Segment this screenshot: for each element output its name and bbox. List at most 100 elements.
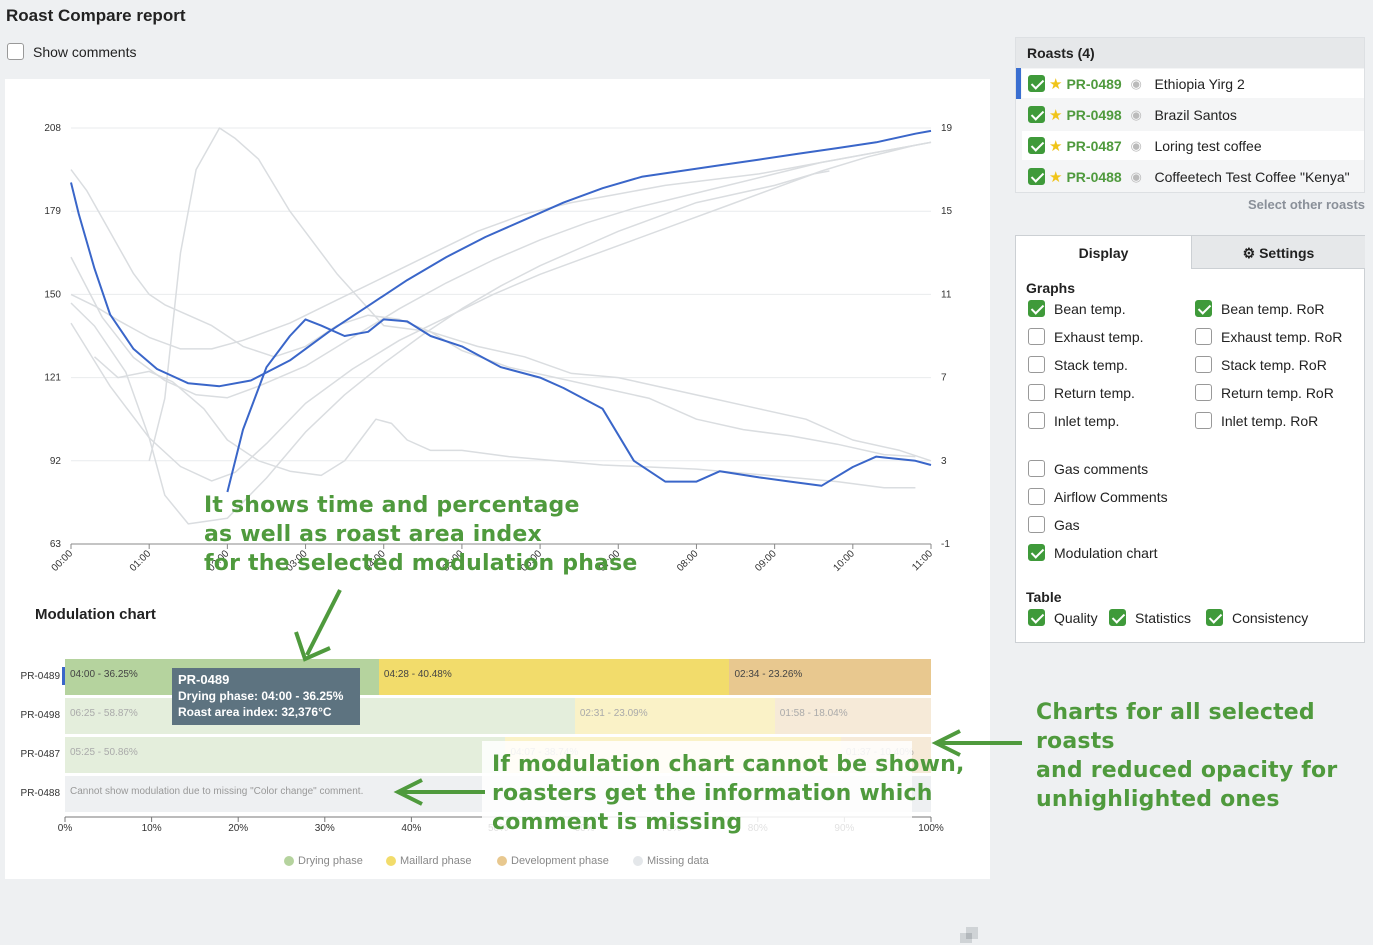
extra-option[interactable]: Gas comments bbox=[1028, 460, 1148, 477]
note2-line-1: If modulation chart cannot be shown, bbox=[492, 752, 965, 777]
modulation-segment[interactable]: 02:31 - 23.09% bbox=[574, 698, 775, 734]
roast-name: Brazil Santos bbox=[1154, 106, 1237, 123]
page-title: Roast Compare report bbox=[6, 6, 186, 25]
y-left-tick-label: 92 bbox=[50, 456, 62, 467]
annotation-2-backdrop bbox=[482, 741, 912, 835]
option-checkbox[interactable] bbox=[1028, 544, 1045, 561]
option-checkbox[interactable] bbox=[1028, 384, 1045, 401]
legend-item[interactable]: Drying phase bbox=[284, 855, 363, 867]
roast-name: Coffeetech Test Coffee "Kenya" bbox=[1154, 168, 1350, 185]
option-label: Inlet temp. RoR bbox=[1221, 412, 1319, 429]
y-right-tick-label: 15 bbox=[941, 206, 953, 217]
graph-option[interactable]: Exhaust temp. bbox=[1028, 328, 1144, 345]
option-checkbox[interactable] bbox=[1028, 609, 1045, 626]
modulation-segment[interactable]: 02:34 - 23.26% bbox=[729, 659, 931, 695]
extra-option[interactable]: Airflow Comments bbox=[1028, 488, 1168, 505]
option-checkbox[interactable] bbox=[1109, 609, 1126, 626]
graph-ror-option[interactable]: Bean temp. RoR bbox=[1195, 300, 1325, 317]
extra-option[interactable]: Gas bbox=[1028, 516, 1080, 533]
show-comments-checkbox[interactable] bbox=[7, 43, 24, 60]
option-label: Exhaust temp. RoR bbox=[1221, 328, 1343, 345]
eye-icon[interactable]: ◉ bbox=[1130, 106, 1142, 122]
option-checkbox[interactable] bbox=[1195, 412, 1212, 429]
eye-icon[interactable]: ◉ bbox=[1130, 75, 1142, 91]
note2-line-3: comment is missing bbox=[492, 810, 743, 835]
graph-option[interactable]: Inlet temp. bbox=[1028, 412, 1119, 429]
legend-item[interactable]: Development phase bbox=[497, 855, 609, 867]
eye-icon[interactable]: ◉ bbox=[1130, 168, 1142, 184]
roast-checkbox[interactable] bbox=[1028, 75, 1045, 92]
roast-row[interactable]: ★ PR-0488 ◉ Coffeetech Test Coffee "Kenya" bbox=[1022, 162, 1364, 191]
option-label: Gas bbox=[1054, 516, 1080, 533]
star-icon[interactable]: ★ bbox=[1049, 168, 1063, 186]
annotation-all-roasts: Charts for all selected roasts and reduc… bbox=[1036, 698, 1373, 814]
roast-row[interactable]: ★ PR-0498 ◉ Brazil Santos bbox=[1022, 100, 1364, 129]
annotation-missing-comment: If modulation chart cannot be shown, roa… bbox=[492, 750, 965, 837]
tab-display[interactable]: Display bbox=[1016, 236, 1191, 269]
legend-item[interactable]: Missing data bbox=[633, 855, 709, 867]
x-tick-label: 08:00 bbox=[675, 548, 701, 574]
y-left-tick-label: 208 bbox=[44, 123, 61, 134]
show-comments-label: Show comments bbox=[33, 43, 137, 60]
y-right-tick-label: 11 bbox=[941, 289, 952, 300]
y-left-tick-label: 179 bbox=[44, 206, 61, 217]
option-checkbox[interactable] bbox=[1028, 356, 1045, 373]
modulation-segment[interactable]: 04:28 - 40.48% bbox=[378, 659, 730, 695]
tooltip-line-1: Drying phase: 04:00 - 36.25% bbox=[178, 689, 344, 703]
graph-option[interactable]: Stack temp. bbox=[1028, 356, 1128, 373]
table-option[interactable]: Consistency bbox=[1206, 609, 1308, 626]
select-other-roasts-link[interactable]: Select other roasts bbox=[1247, 197, 1365, 212]
roast-row[interactable]: ★ PR-0487 ◉ Loring test coffee bbox=[1022, 131, 1364, 160]
option-checkbox[interactable] bbox=[1195, 300, 1212, 317]
roast-row[interactable]: ★ PR-0489 ◉ Ethiopia Yirg 2 bbox=[1022, 69, 1364, 98]
option-checkbox[interactable] bbox=[1206, 609, 1223, 626]
option-checkbox[interactable] bbox=[1028, 488, 1045, 505]
modulation-tooltip: PR-0489 Drying phase: 04:00 - 36.25% Roa… bbox=[172, 668, 360, 725]
option-checkbox[interactable] bbox=[1195, 328, 1212, 345]
graph-ror-option[interactable]: Stack temp. RoR bbox=[1195, 356, 1327, 373]
series-line-faded-bean-temp-4 bbox=[70, 170, 830, 525]
option-label: Gas comments bbox=[1054, 460, 1149, 477]
option-checkbox[interactable] bbox=[1028, 300, 1045, 317]
roast-checkbox[interactable] bbox=[1028, 137, 1045, 154]
option-checkbox[interactable] bbox=[1028, 328, 1045, 345]
modulation-title: Modulation chart bbox=[35, 606, 156, 623]
eye-icon[interactable]: ◉ bbox=[1130, 137, 1142, 153]
x-tick-label: 09:00 bbox=[753, 548, 779, 574]
roast-id-link[interactable]: PR-0487 bbox=[1066, 137, 1122, 154]
star-icon[interactable]: ★ bbox=[1049, 106, 1063, 124]
option-checkbox[interactable] bbox=[1028, 412, 1045, 429]
legend-dot bbox=[386, 856, 396, 866]
roast-id-link[interactable]: PR-0489 bbox=[1066, 75, 1122, 92]
star-icon[interactable]: ★ bbox=[1049, 75, 1063, 93]
roast-id-link[interactable]: PR-0498 bbox=[1066, 106, 1122, 123]
roast-checkbox[interactable] bbox=[1028, 106, 1045, 123]
tab-settings[interactable]: ⚙ Settings bbox=[1191, 236, 1365, 269]
y-right-tick-label: 3 bbox=[941, 456, 947, 467]
tooltip-title: PR-0489 bbox=[178, 672, 230, 687]
star-icon[interactable]: ★ bbox=[1049, 137, 1063, 155]
legend-label: Drying phase bbox=[298, 855, 363, 867]
graph-ror-option[interactable]: Exhaust temp. RoR bbox=[1195, 328, 1342, 345]
show-comments-toggle[interactable]: Show comments bbox=[7, 43, 136, 60]
option-checkbox[interactable] bbox=[1195, 356, 1212, 373]
graph-ror-option[interactable]: Inlet temp. RoR bbox=[1195, 412, 1318, 429]
modulation-segment[interactable]: 05:25 - 50.86% bbox=[65, 737, 506, 773]
option-checkbox[interactable] bbox=[1028, 516, 1045, 533]
roast-id-link[interactable]: PR-0488 bbox=[1066, 168, 1122, 185]
modulation-segment[interactable]: 01:58 - 18.04% bbox=[774, 698, 931, 734]
tooltip-line-2: Roast area index: 32,376°C bbox=[178, 705, 332, 719]
roast-checkbox[interactable] bbox=[1028, 168, 1045, 185]
table-option[interactable]: Quality bbox=[1028, 609, 1098, 626]
graph-option[interactable]: Return temp. bbox=[1028, 384, 1135, 401]
graph-ror-option[interactable]: Return temp. RoR bbox=[1195, 384, 1334, 401]
legend-item[interactable]: Maillard phase bbox=[386, 855, 472, 867]
table-option[interactable]: Statistics bbox=[1109, 609, 1191, 626]
series-line-faded-bean-temp-1 bbox=[70, 141, 932, 350]
extra-option[interactable]: Modulation chart bbox=[1028, 544, 1158, 561]
option-label: Stack temp. bbox=[1054, 356, 1128, 373]
graph-option[interactable]: Bean temp. bbox=[1028, 300, 1126, 317]
option-checkbox[interactable] bbox=[1195, 384, 1212, 401]
option-checkbox[interactable] bbox=[1028, 460, 1045, 477]
